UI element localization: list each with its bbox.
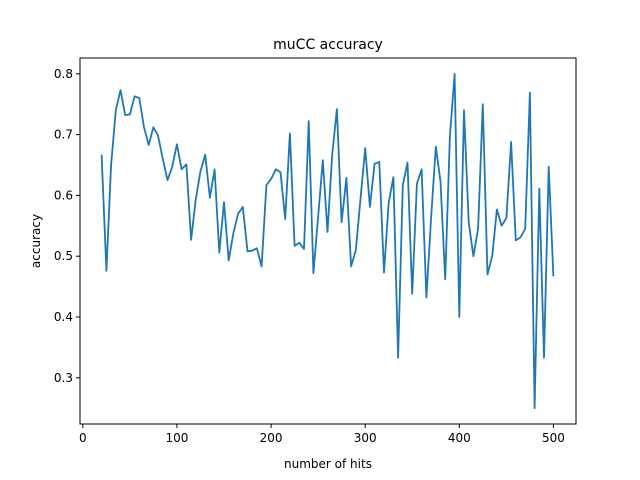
x-tick-label: 300 bbox=[354, 431, 377, 445]
x-tick-label: 0 bbox=[79, 431, 87, 445]
x-axis: 0 100 200 300 400 500 bbox=[79, 424, 565, 445]
plot-frame bbox=[79, 57, 577, 425]
plot-area bbox=[80, 58, 576, 424]
series-line bbox=[100, 72, 555, 410]
x-tick-label: 400 bbox=[448, 431, 471, 445]
y-tick-label: 0.5 bbox=[54, 249, 73, 263]
x-tick-label: 500 bbox=[542, 431, 565, 445]
y-tick-label: 0.3 bbox=[54, 371, 73, 385]
chart-title: muCC accuracy bbox=[273, 37, 383, 53]
x-tick-label: 200 bbox=[260, 431, 283, 445]
series-layer bbox=[100, 72, 555, 410]
y-tick-label: 0.7 bbox=[54, 128, 73, 142]
y-tick-label: 0.6 bbox=[54, 188, 73, 202]
y-tick-label: 0.8 bbox=[54, 67, 73, 81]
y-axis: 0.3 0.4 0.5 0.6 0.7 0.8 bbox=[54, 67, 80, 385]
x-axis-label: number of hits bbox=[284, 457, 372, 471]
x-tick-label: 100 bbox=[165, 431, 188, 445]
y-tick-label: 0.4 bbox=[54, 310, 73, 324]
y-axis-label: accuracy bbox=[29, 214, 43, 268]
